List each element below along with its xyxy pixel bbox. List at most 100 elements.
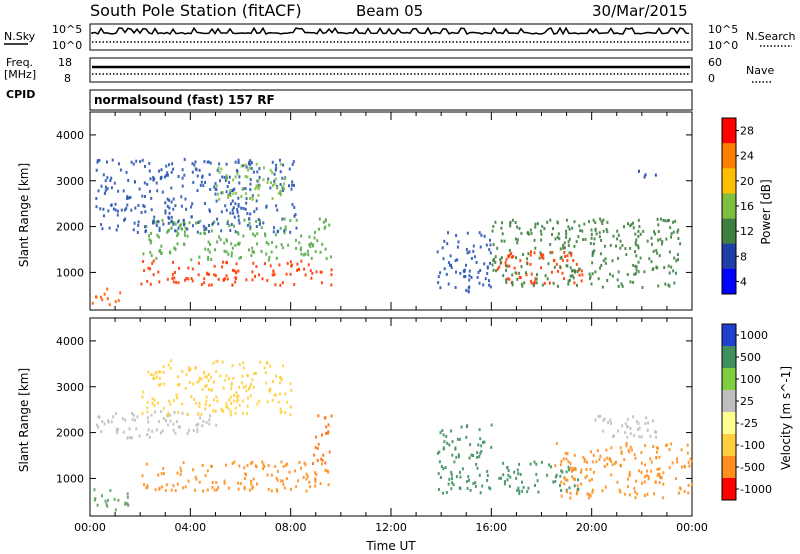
- data-cell: [533, 460, 536, 464]
- data-cell: [142, 390, 145, 394]
- data-cell: [155, 371, 157, 375]
- data-cell: [483, 440, 486, 444]
- data-cell: [611, 274, 614, 278]
- data-cell: [530, 281, 533, 285]
- data-cell: [215, 199, 218, 203]
- data-cell: [275, 166, 278, 170]
- velocity-ylabel: Slant Range [km]: [17, 368, 31, 472]
- data-cell: [248, 166, 251, 170]
- data-cell: [167, 173, 169, 177]
- data-cell: [465, 435, 468, 439]
- data-cell: [202, 489, 205, 493]
- data-cell: [255, 207, 258, 211]
- data-cell: [313, 453, 316, 457]
- data-cell: [597, 277, 600, 281]
- data-cell: [136, 231, 139, 234]
- data-cell: [481, 484, 484, 488]
- data-cell: [472, 244, 475, 248]
- data-cell: [234, 406, 237, 410]
- data-cell: [640, 470, 643, 474]
- data-cell: [472, 482, 475, 486]
- data-cell: [492, 268, 495, 272]
- data-cell: [511, 283, 514, 287]
- data-cell: [219, 374, 222, 378]
- data-cell: [527, 486, 530, 490]
- data-cell: [441, 429, 444, 433]
- data-cell: [227, 252, 230, 256]
- data-cell: [271, 183, 274, 187]
- data-cell: [257, 193, 260, 197]
- colorbar-tick-label: -500: [740, 461, 765, 474]
- data-cell: [249, 182, 252, 186]
- data-cell: [527, 252, 530, 256]
- data-cell: [478, 455, 481, 459]
- data-cell: [330, 255, 332, 259]
- data-cell: [161, 218, 164, 222]
- data-cell: [452, 483, 455, 487]
- data-cell: [197, 261, 200, 265]
- data-cell: [567, 460, 570, 464]
- data-cell: [106, 297, 109, 301]
- data-cell: [619, 490, 622, 494]
- data-cell: [199, 183, 202, 187]
- data-cell: [563, 482, 566, 486]
- data-cell: [438, 450, 441, 454]
- data-cell: [129, 195, 132, 199]
- data-cell: [540, 238, 543, 242]
- data-cell: [191, 279, 194, 283]
- data-cell: [630, 223, 633, 226]
- data-cell: [103, 214, 105, 218]
- data-cell: [634, 264, 637, 268]
- data-cell: [225, 274, 228, 278]
- data-cell: [236, 172, 239, 176]
- data-cell: [222, 260, 225, 264]
- data-cell: [609, 418, 612, 422]
- data-cell: [478, 231, 481, 235]
- data-cell: [205, 375, 208, 379]
- data-cell: [455, 455, 458, 459]
- data-cell: [169, 366, 172, 370]
- data-cell: [655, 450, 658, 454]
- data-cell: [472, 454, 475, 457]
- data-cell: [632, 226, 635, 230]
- data-cell: [281, 217, 284, 221]
- data-cell: [535, 462, 538, 466]
- data-cell: [603, 417, 606, 421]
- data-cell: [677, 228, 680, 232]
- data-cell: [254, 274, 256, 278]
- data-cell: [200, 283, 203, 286]
- data-cell: [615, 460, 617, 464]
- data-cell: [314, 231, 316, 234]
- colorbar-tick-label: 1000: [740, 329, 768, 342]
- data-cell: [149, 189, 151, 193]
- data-cell: [539, 229, 542, 233]
- data-cell: [192, 382, 195, 386]
- data-cell: [256, 179, 259, 183]
- data-cell: [289, 487, 292, 491]
- data-cell: [147, 266, 150, 270]
- data-cell: [164, 211, 167, 215]
- data-cell: [220, 210, 223, 214]
- data-cell: [285, 272, 288, 276]
- data-cell: [506, 465, 509, 469]
- data-cell: [252, 261, 255, 265]
- data-cell: [248, 488, 251, 492]
- data-cell: [230, 381, 233, 385]
- freq-tick-high: 18: [58, 56, 72, 69]
- data-cell: [103, 422, 106, 426]
- data-cell: [273, 182, 276, 186]
- data-cell: [540, 460, 543, 464]
- colorbar-tick-label: 28: [740, 125, 754, 138]
- data-cell: [116, 213, 119, 217]
- data-cell: [238, 363, 241, 366]
- data-cell: [269, 168, 272, 172]
- data-cell: [572, 477, 575, 481]
- data-cell: [488, 486, 491, 490]
- data-cell: [133, 418, 136, 422]
- data-cell: [235, 277, 238, 280]
- data-cell: [568, 251, 571, 255]
- data-cell: [143, 181, 146, 185]
- data-cell: [529, 228, 532, 232]
- data-cell: [542, 256, 545, 260]
- data-cell: [506, 264, 509, 268]
